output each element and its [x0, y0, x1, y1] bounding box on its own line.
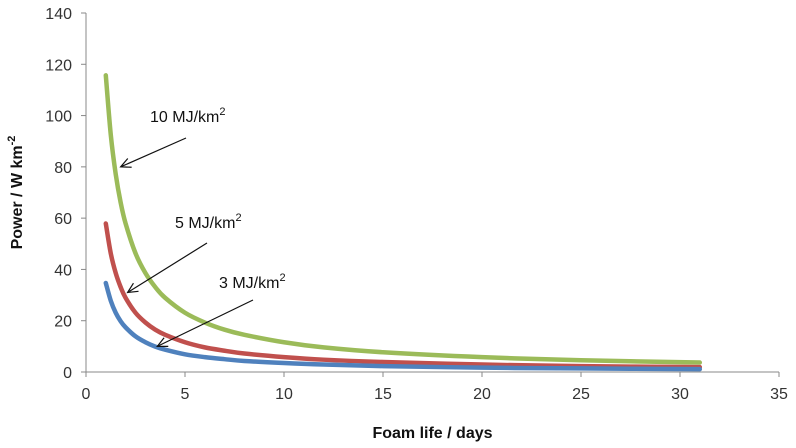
x-tick-label: 5	[181, 386, 190, 403]
series-layer	[103, 73, 703, 372]
series-line-5mj	[103, 221, 703, 370]
x-axis: 0 5 10 15 20 25 30 35	[82, 371, 788, 403]
y-tick-label: 120	[45, 57, 72, 74]
y-axis-title-main: Power / W km	[9, 145, 26, 249]
y-axis: 0 20 40 60 80 100 120 140	[45, 6, 87, 382]
annotations-layer: 10 MJ/km2 5 MJ/km2 3 MJ/km2	[119, 106, 286, 347]
y-tick-label: 20	[54, 314, 72, 331]
y-tick-label: 0	[63, 365, 72, 382]
annotation-label: 5 MJ/km2	[175, 212, 242, 232]
x-axis-title: Foam life / days	[372, 425, 492, 442]
y-tick-label: 60	[54, 211, 72, 228]
annotation-arrow-line	[157, 299, 254, 347]
x-tick-label: 10	[275, 386, 293, 403]
annotation-arrow-head	[156, 337, 169, 347]
x-tick-label: 0	[82, 386, 91, 403]
x-tick-label: 20	[473, 386, 491, 403]
y-tick-label: 100	[45, 109, 72, 126]
y-tick-label: 140	[45, 6, 72, 23]
y-tick-label: 80	[54, 160, 72, 177]
x-tick-label: 15	[374, 386, 392, 403]
series-line-3mj	[103, 280, 703, 372]
annotation-arrow-head	[119, 158, 132, 168]
annotation-arrow-line	[127, 242, 208, 294]
y-axis-title-sup: -2	[6, 136, 18, 146]
x-tick-label: 30	[671, 386, 689, 403]
x-tick-label: 35	[770, 386, 788, 403]
annotation-label: 3 MJ/km2	[219, 272, 286, 292]
y-axis-title: Power / W km-2	[6, 136, 26, 250]
annotation-arrow-line	[120, 137, 187, 168]
annotation-label: 10 MJ/km2	[150, 106, 225, 126]
y-tick-label: 40	[54, 262, 72, 279]
annotation-arrow-head	[126, 282, 139, 294]
x-tick-label: 25	[572, 386, 590, 403]
series-line-10mj	[103, 73, 703, 365]
